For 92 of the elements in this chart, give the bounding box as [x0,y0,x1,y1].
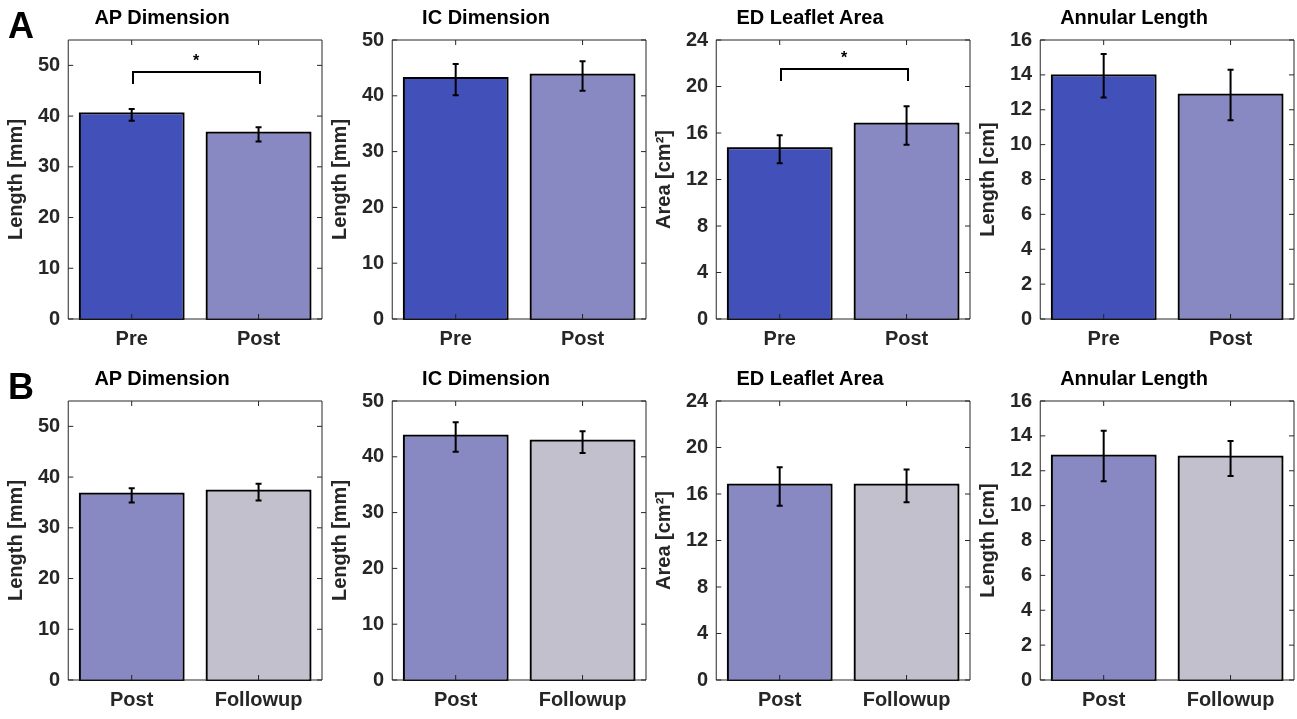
y-tick-label: 30 [38,515,61,538]
y-tick-label: 6 [1021,562,1033,585]
y-tick-label: 16 [686,481,709,504]
annotation: * [840,49,848,67]
y-tick-label: 0 [1021,667,1033,690]
y-tick-label: 8 [697,213,709,236]
y-tick-label: 10 [362,250,385,273]
y-tick-label: 0 [49,306,61,329]
y-tick-label: 10 [38,255,61,278]
y-tick-label: 0 [1021,306,1033,329]
y-tick-label: 0 [697,667,709,690]
y-tick-label: 20 [38,205,61,228]
y-axis-title: Area [cm²] [651,491,674,590]
y-tick-label: 2 [1021,632,1033,655]
y-tick-label: 20 [686,74,709,97]
x-tick-label: Pre [1087,326,1120,349]
y-tick-label: 50 [38,413,61,436]
y-tick-label: 30 [38,154,61,177]
chart-title: Annular Length [1060,366,1208,389]
x-tick-label: Post [1082,687,1126,710]
y-tick-label: 6 [1021,201,1033,224]
y-tick-label: 0 [373,306,385,329]
y-tick-label: 4 [697,260,710,283]
y-tick-label: 0 [49,667,61,690]
y-tick-label: 8 [1021,528,1033,551]
y-tick-label: 14 [1010,62,1034,85]
y-tick-label: 30 [362,500,385,523]
y-tick-label: 24 [686,27,710,50]
y-tick-label: 14 [1010,423,1034,446]
x-tick-label: Post [884,326,929,349]
y-axis-title: Length [mm] [327,118,350,241]
y-tick-label: 10 [1010,132,1033,155]
y-tick-label: 0 [697,306,709,329]
y-tick-label: 50 [362,388,385,411]
y-tick-label: 8 [697,574,709,597]
y-tick-label: 16 [1010,388,1033,411]
chart-title: ED Leaflet Area [736,5,885,28]
y-tick-label: 40 [38,464,61,487]
x-tick-label: Followup [862,687,951,710]
x-tick-label: Pre [439,326,472,349]
x-tick-label: Post [236,326,281,349]
y-tick-label: 40 [362,83,385,106]
y-tick-label: 12 [1010,97,1033,120]
x-tick-label: Post [1208,326,1253,349]
y-axis-title: Area [cm²] [651,130,674,229]
x-tick-label: Pre [763,326,796,349]
x-tick-label: Post [560,326,605,349]
x-tick-label: Post [434,687,478,710]
chart-title: AP Dimension [94,5,230,28]
y-tick-label: 4 [1021,236,1034,259]
chart-title: IC Dimension [422,5,550,28]
y-tick-label: 40 [38,103,61,126]
chart-title: IC Dimension [422,366,550,389]
y-axis-title: Length [cm] [975,483,998,598]
y-tick-label: 4 [697,621,710,644]
y-tick-label: 20 [38,566,61,589]
x-tick-label: Post [110,687,154,710]
y-tick-label: 4 [1021,597,1034,620]
y-tick-label: 20 [362,555,385,578]
chart-title: AP Dimension [94,366,230,389]
text: A [8,5,34,46]
y-tick-label: 8 [1021,167,1033,190]
y-axis-title: Length [mm] [327,479,350,602]
y-tick-label: 0 [373,667,385,690]
y-tick-label: 50 [38,52,61,75]
y-tick-label: 20 [362,194,385,217]
y-tick-label: 40 [362,444,385,467]
y-tick-label: 20 [686,435,709,458]
y-tick-label: 30 [362,139,385,162]
y-tick-label: 10 [1010,493,1033,516]
x-tick-label: Followup [214,687,303,710]
x-tick-label: Followup [1186,687,1275,710]
y-tick-label: 12 [686,528,709,551]
y-tick-label: 10 [362,611,385,634]
x-tick-label: Post [758,687,802,710]
y-tick-label: 50 [362,27,385,50]
y-tick-label: 2 [1021,271,1033,294]
y-axis-title: Length [mm] [3,118,26,241]
y-axis-title: Length [mm] [3,479,26,602]
x-tick-label: Followup [538,687,627,710]
chart-title: ED Leaflet Area [736,366,885,389]
y-tick-label: 10 [38,616,61,639]
chart-title: Annular Length [1060,5,1208,28]
x-tick-label: Pre [115,326,148,349]
y-axis-title: Length [cm] [975,122,998,237]
y-tick-label: 16 [686,120,709,143]
y-tick-label: 24 [686,388,710,411]
y-tick-label: 12 [686,167,709,190]
text: B [8,366,34,407]
annotation: * [192,51,200,69]
y-tick-label: 12 [1010,458,1033,481]
y-tick-label: 16 [1010,27,1033,50]
